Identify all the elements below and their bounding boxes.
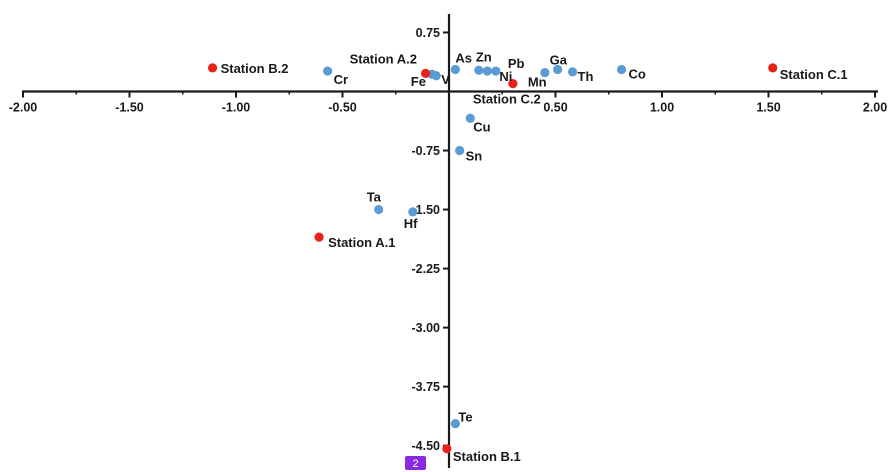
label-cu: Cu: [473, 119, 490, 134]
x-axis-ticks: -2.00 -1.50 -1.00 -0.50 0.50 1.00 1.50 2.00: [9, 91, 887, 115]
label-station-c-1: Station C.1: [780, 67, 848, 82]
x-tick-label: 1.00: [650, 101, 674, 115]
x-tick-label: 2.00: [863, 101, 887, 115]
y-tick-label: -3.75: [412, 380, 441, 394]
y-tick-label: -4.50: [412, 439, 441, 453]
label-station-a-1: Station A.1: [328, 235, 395, 250]
y-tick-label: -3.00: [412, 321, 441, 335]
point-station-a-2: [420, 68, 431, 78]
label-ni: Ni: [499, 69, 512, 84]
label-hf: Hf: [404, 216, 418, 231]
point-cu: [465, 113, 475, 123]
point-station-b-1: [442, 444, 452, 454]
label-co: Co: [629, 66, 646, 81]
label-th: Th: [578, 69, 594, 84]
label-mn: Mn: [528, 75, 547, 90]
y-tick-label: -2.25: [412, 262, 441, 276]
label-ta: Ta: [367, 190, 382, 205]
label-zn: Zn: [476, 49, 492, 64]
point-sn: [455, 145, 465, 156]
y-tick-label: 0.75: [416, 26, 440, 40]
point-station-a-1: [314, 232, 324, 242]
data-points: [207, 63, 778, 454]
label-station-b-1: Station B.1: [453, 449, 521, 464]
point-station-c-1: [768, 63, 778, 73]
label-v: V: [441, 72, 450, 87]
label-station-b-2: Station B.2: [221, 61, 289, 76]
point-mn: [540, 68, 550, 78]
point-th: [567, 67, 578, 77]
label-cr: Cr: [334, 72, 348, 87]
point-co: [616, 64, 627, 75]
label-ga: Ga: [550, 52, 568, 67]
point-v: [431, 71, 441, 81]
point-as: [450, 64, 460, 75]
point-station-b-2: [207, 63, 218, 73]
x-tick-label: 1.50: [756, 101, 780, 115]
x-tick-label: -1.50: [115, 101, 144, 115]
label-pb: Pb: [508, 56, 525, 71]
label-as: As: [455, 50, 472, 65]
point-station-c-2: [508, 79, 518, 89]
point-zn: [474, 65, 484, 75]
point-pb: [491, 66, 501, 76]
point-ga: [553, 64, 563, 75]
x-tick-label: -0.50: [328, 101, 357, 115]
label-sn: Sn: [466, 149, 483, 164]
axes: [22, 14, 878, 468]
point-cr: [322, 66, 333, 76]
label-station-c-2: Station C.2: [473, 92, 541, 107]
y-axis-ticks: 0.75 -0.75 -1.50 -2.25 -3.00 -3.75 -4.50: [412, 26, 449, 453]
label-station-a-2: Station A.2: [350, 51, 417, 66]
y-tick-label: -0.75: [412, 144, 441, 158]
point-te: [450, 419, 460, 429]
x-tick-label: -1.00: [222, 101, 251, 115]
page-badge[interactable]: 2: [405, 456, 426, 470]
x-tick-label: -2.00: [9, 101, 38, 115]
y-tick-label: -1.50: [412, 203, 441, 217]
point-ni: [482, 66, 492, 76]
point-ta: [374, 204, 384, 215]
label-fe: Fe: [411, 74, 426, 89]
label-te: Te: [458, 410, 472, 425]
point-hf: [408, 207, 418, 217]
x-tick-label: 0.50: [543, 101, 567, 115]
